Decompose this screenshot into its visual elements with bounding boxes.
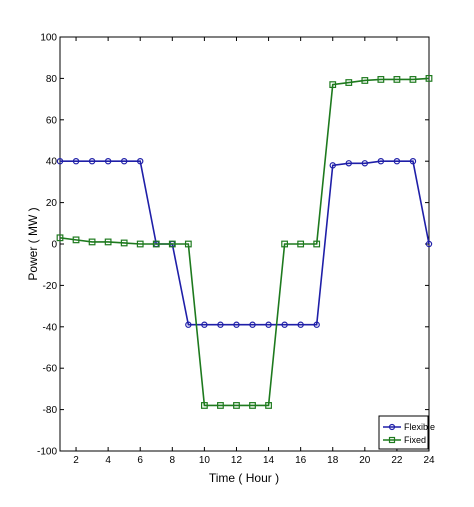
data-point-fixed (88, 238, 96, 246)
data-point-fixed (393, 76, 401, 83)
y-tick-label: 80 (46, 74, 58, 85)
data-point-flexible (120, 157, 128, 165)
data-point-flexible (409, 157, 417, 165)
data-point-fixed (136, 240, 144, 248)
data-point-flexible (265, 321, 272, 328)
y-tick-label: 40 (46, 157, 58, 168)
x-tick-label: 18 (327, 455, 339, 466)
data-point-fixed (297, 240, 305, 248)
data-point-fixed (104, 238, 112, 246)
x-tick-label: 10 (199, 455, 211, 466)
data-point-flexible (88, 157, 96, 165)
data-point-fixed (345, 79, 353, 86)
data-point-fixed (184, 240, 192, 248)
y-axis-label: Power ( MW ) (26, 207, 40, 280)
x-tick-label: 16 (295, 455, 307, 466)
data-point-fixed (120, 239, 128, 247)
x-axis-ticks: 2 4 6 8 10 12 14 16 18 20 22 24 (73, 37, 435, 466)
plot-area (59, 36, 430, 452)
data-point-fixed (425, 74, 433, 82)
data-point-flexible (425, 240, 433, 248)
x-tick-label: 6 (137, 455, 143, 466)
data-point-fixed (313, 240, 321, 248)
series-layer (56, 74, 433, 409)
data-point-fixed (249, 402, 256, 409)
data-point-fixed (377, 76, 385, 83)
data-point-flexible (72, 157, 80, 165)
data-point-fixed (200, 402, 208, 409)
data-point-flexible (233, 321, 240, 328)
data-point-flexible (217, 321, 224, 328)
x-tick-label: 24 (423, 455, 435, 466)
y-tick-label: -80 (43, 405, 58, 416)
data-point-fixed (409, 76, 417, 83)
y-tick-label: 0 (51, 240, 57, 251)
data-point-flexible (345, 160, 352, 167)
x-tick-label: 4 (105, 455, 111, 466)
y-tick-label: 60 (46, 115, 58, 126)
legend-flexible-marker (388, 423, 396, 431)
data-point-flexible (249, 321, 256, 328)
legend-fixed-marker (388, 436, 396, 444)
y-tick-label: -60 (43, 364, 58, 375)
x-tick-label: 14 (263, 455, 275, 466)
legend-fixed-label: Fixed (404, 435, 426, 445)
data-point-fixed (361, 77, 369, 84)
legend-box (378, 415, 429, 450)
x-tick-label: 2 (73, 455, 79, 466)
data-point-flexible (185, 321, 192, 328)
x-axis-label: Time ( Hour ) (209, 471, 279, 485)
data-point-fixed (217, 402, 224, 409)
data-point-fixed (56, 234, 64, 242)
data-point-flexible (297, 321, 304, 328)
data-point-flexible (361, 160, 369, 167)
y-tick-label: 20 (46, 198, 58, 209)
data-point-fixed (72, 236, 80, 244)
data-point-flexible (393, 157, 401, 165)
legend: Flexible Fixed (378, 415, 435, 450)
y-tick-label: -40 (43, 322, 58, 333)
x-tick-label: 8 (170, 455, 176, 466)
data-point-flexible (281, 321, 288, 328)
data-point-fixed (168, 240, 176, 248)
data-point-flexible (137, 157, 144, 165)
data-point-flexible (377, 157, 385, 165)
y-tick-label: -20 (43, 281, 58, 292)
x-tick-label: 20 (359, 455, 371, 466)
data-point-fixed (281, 240, 289, 248)
legend-flexible-label: Flexible (404, 422, 435, 432)
y-tick-label: -100 (37, 447, 57, 458)
data-point-fixed (329, 81, 337, 89)
data-point-fixed (233, 402, 240, 409)
data-point-flexible (201, 321, 208, 328)
data-point-flexible (56, 157, 64, 165)
x-tick-label: 22 (391, 455, 403, 466)
y-tick-label: 100 (40, 33, 57, 44)
data-point-fixed (265, 402, 272, 409)
x-tick-label: 12 (231, 455, 243, 466)
data-point-flexible (329, 162, 336, 169)
data-point-fixed (152, 240, 160, 248)
data-point-flexible (313, 321, 320, 328)
data-point-flexible (104, 157, 112, 165)
